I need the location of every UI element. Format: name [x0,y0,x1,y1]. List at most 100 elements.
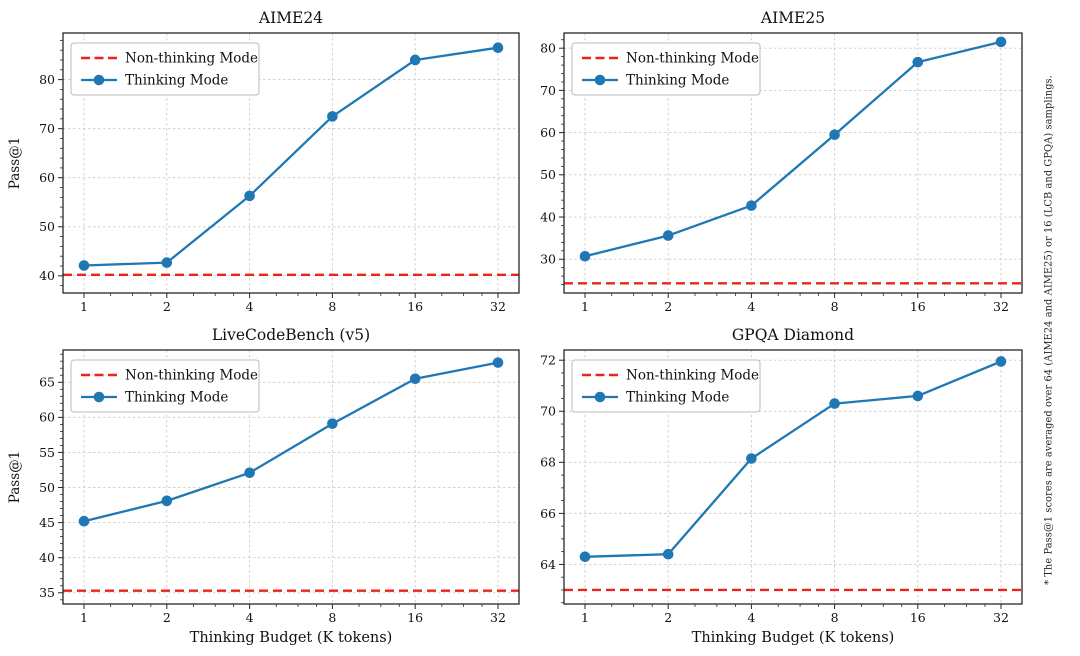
chart-svg: 1 2 4 8 16 32 30 40 50 60 70 80 AIME25 Non-thinking M… [540,9,1023,314]
svg-text:72: 72 [540,353,556,368]
svg-text:1: 1 [80,299,88,314]
plot-frame [563,349,1023,605]
thinking-line [583,360,1003,558]
chart-svg: 1 2 4 8 16 32 64 66 68 70 72 GPQA Diamond Thinking B… [540,328,1023,646]
legend: Non-thinking Mode Thinking Mode [571,359,761,413]
plot-frame [62,349,520,605]
svg-text:1: 1 [581,299,589,314]
svg-text:30: 30 [540,252,556,267]
thinking-markers [78,357,504,527]
plot-frame [62,32,520,294]
svg-text:32: 32 [490,299,506,314]
svg-text:4: 4 [246,299,254,314]
thinking-line [82,46,500,267]
svg-text:4: 4 [747,610,755,625]
chart-panel-gpqa-diamond: 1 2 4 8 16 32 64 66 68 70 72 GPQA Diamond Thinking B… [540,328,1036,656]
svg-text:45: 45 [39,515,55,530]
svg-text:66: 66 [540,506,556,521]
y-axis-tick-labels: 30 40 50 60 70 80 [540,41,556,267]
svg-text:64: 64 [540,557,556,572]
thinking-line [583,40,1003,258]
svg-text:80: 80 [39,72,55,87]
svg-text:80: 80 [540,41,556,56]
x-axis-tick-labels: 1 2 4 8 16 32 [80,610,506,625]
axis-ticks [559,359,1002,609]
svg-text:50: 50 [540,167,556,182]
svg-text:2: 2 [163,610,171,625]
svg-text:60: 60 [39,410,55,425]
legend-thinking-label: Thinking Mode [626,390,729,406]
svg-text:4: 4 [747,299,755,314]
legend-thinking-label: Thinking Mode [125,390,228,406]
chart-svg: 1 2 4 8 16 32 40 50 60 70 80 AIME24 Pass@1 Non-thinki… [7,9,520,314]
svg-text:70: 70 [540,404,556,419]
svg-text:50: 50 [39,480,55,495]
x-axis-tick-labels: 1 2 4 8 16 32 [581,610,1009,625]
svg-text:68: 68 [540,455,556,470]
y-axis-tick-labels: 35 40 45 50 55 60 65 [39,375,55,600]
svg-text:2: 2 [664,299,672,314]
legend-thinking-label: Thinking Mode [626,73,729,89]
svg-text:32: 32 [993,299,1009,314]
x-axis-label: Thinking Budget (K tokens) [190,630,393,646]
svg-text:55: 55 [39,445,55,460]
svg-text:16: 16 [407,299,423,314]
svg-text:8: 8 [831,610,839,625]
chart-panel-livecodebench: 1 2 4 8 16 32 35 40 45 50 55 60 65 LiveCodeBench (v5)… [0,328,540,656]
legend: Non-thinking Mode Thinking Mode [70,42,260,96]
legend-non-thinking-label: Non-thinking Mode [626,368,759,384]
chart-panel-aime24: 1 2 4 8 16 32 40 50 60 70 80 AIME24 Pass@1 Non-thinki… [0,0,540,326]
axis-ticks [58,39,499,298]
svg-text:2: 2 [163,299,171,314]
svg-text:65: 65 [39,375,55,390]
svg-text:40: 40 [540,209,556,224]
chart-title: GPQA Diamond [732,328,854,344]
svg-text:32: 32 [993,610,1009,625]
footnote-vertical-text: * The Pass@1 scores are averaged over 64… [1043,75,1055,585]
svg-text:40: 40 [39,550,55,565]
chart-title: LiveCodeBench (v5) [212,328,370,344]
legend-non-thinking-label: Non-thinking Mode [626,51,759,67]
x-axis-label: Thinking Budget (K tokens) [692,630,895,646]
svg-text:2: 2 [664,610,672,625]
thinking-markers [78,42,504,271]
svg-text:8: 8 [328,610,336,625]
x-axis-tick-labels: 1 2 4 8 16 32 [581,299,1009,314]
svg-text:16: 16 [407,610,423,625]
svg-text:1: 1 [80,610,88,625]
chart-title: AIME25 [760,9,825,27]
svg-text:16: 16 [910,610,926,625]
legend: Non-thinking Mode Thinking Mode [571,42,761,96]
chart-svg: 1 2 4 8 16 32 35 40 45 50 55 60 65 LiveCodeBench (v5)… [7,328,520,646]
svg-text:70: 70 [540,83,556,98]
svg-text:1: 1 [581,610,589,625]
svg-text:40: 40 [39,268,55,283]
chart-panel-aime25: 1 2 4 8 16 32 30 40 50 60 70 80 AIME25 Non-thinking M… [540,0,1036,326]
x-axis-tick-labels: 1 2 4 8 16 32 [80,299,506,314]
y-axis-label: Pass@1 [7,137,23,189]
svg-text:16: 16 [910,299,926,314]
svg-text:32: 32 [490,610,506,625]
legend-non-thinking-label: Non-thinking Mode [125,368,258,384]
thinking-line [82,361,500,523]
y-axis-label: Pass@1 [7,451,23,503]
legend: Non-thinking Mode Thinking Mode [70,359,260,413]
svg-text:8: 8 [831,299,839,314]
legend-non-thinking-label: Non-thinking Mode [125,51,258,67]
y-axis-tick-labels: 40 50 60 70 80 [39,72,55,283]
legend-thinking-label: Thinking Mode [125,73,228,89]
thinking-markers [579,36,1007,262]
thinking-markers [579,356,1007,563]
gridlines [564,33,1022,293]
chart-title: AIME24 [258,9,323,27]
svg-text:60: 60 [540,125,556,140]
svg-text:4: 4 [246,610,254,625]
svg-text:35: 35 [39,585,55,600]
svg-text:60: 60 [39,170,55,185]
svg-text:70: 70 [39,121,55,136]
y-axis-tick-labels: 64 66 68 70 72 [540,353,556,572]
svg-text:8: 8 [328,299,336,314]
svg-text:50: 50 [39,219,55,234]
plot-frame [563,32,1023,294]
